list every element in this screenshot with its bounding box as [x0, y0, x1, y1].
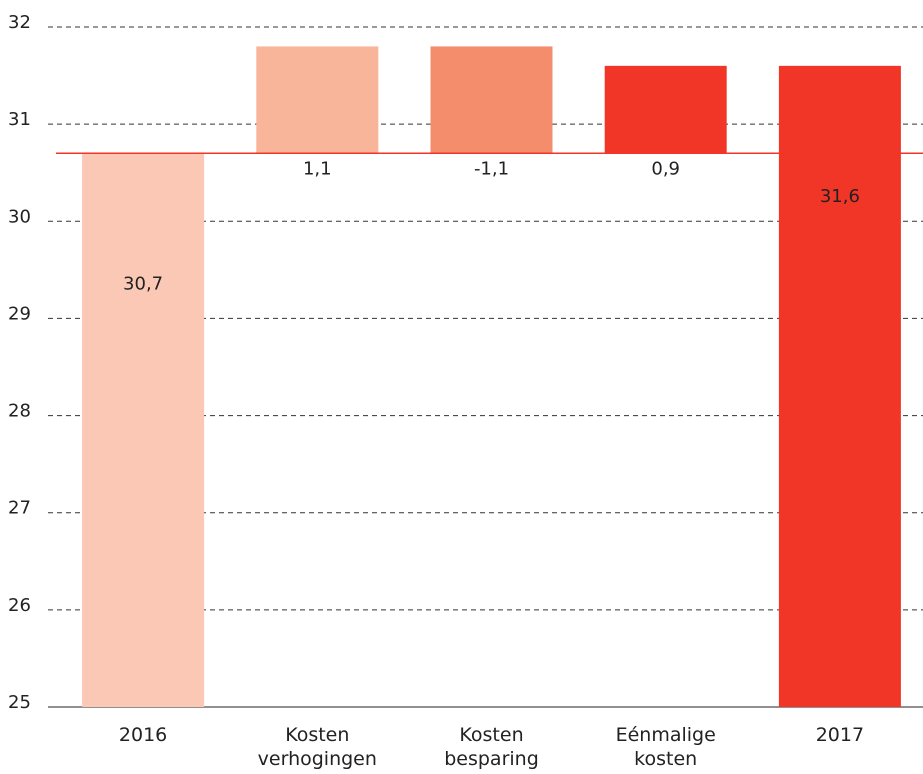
bar: [604, 65, 727, 154]
bar: [82, 153, 205, 708]
bar: [256, 46, 379, 154]
x-tick-label: Kosten besparing: [444, 724, 539, 770]
value-label: 0,9: [651, 158, 680, 179]
y-tick-label: 31: [8, 109, 31, 130]
x-tick-label: 2017: [815, 724, 865, 746]
y-tick-label: 29: [8, 303, 31, 324]
x-tick-label: Eénmalige kosten: [615, 724, 716, 770]
y-tick-label: 26: [8, 595, 31, 616]
y-tick-label: 25: [8, 692, 31, 713]
x-tick-label: Kosten verhogingen: [257, 724, 377, 770]
value-label: 1,1: [303, 158, 332, 179]
x-tick-label: 2016: [118, 724, 168, 746]
bar: [430, 46, 553, 154]
y-tick-label: 30: [8, 206, 31, 227]
value-label: -1,1: [474, 158, 509, 179]
y-tick-label: 27: [8, 498, 31, 519]
y-tick-label: 32: [8, 12, 31, 33]
y-tick-label: 28: [8, 401, 31, 422]
bar: [778, 65, 901, 708]
value-label: 31,6: [820, 186, 860, 207]
value-label: 30,7: [123, 273, 163, 294]
